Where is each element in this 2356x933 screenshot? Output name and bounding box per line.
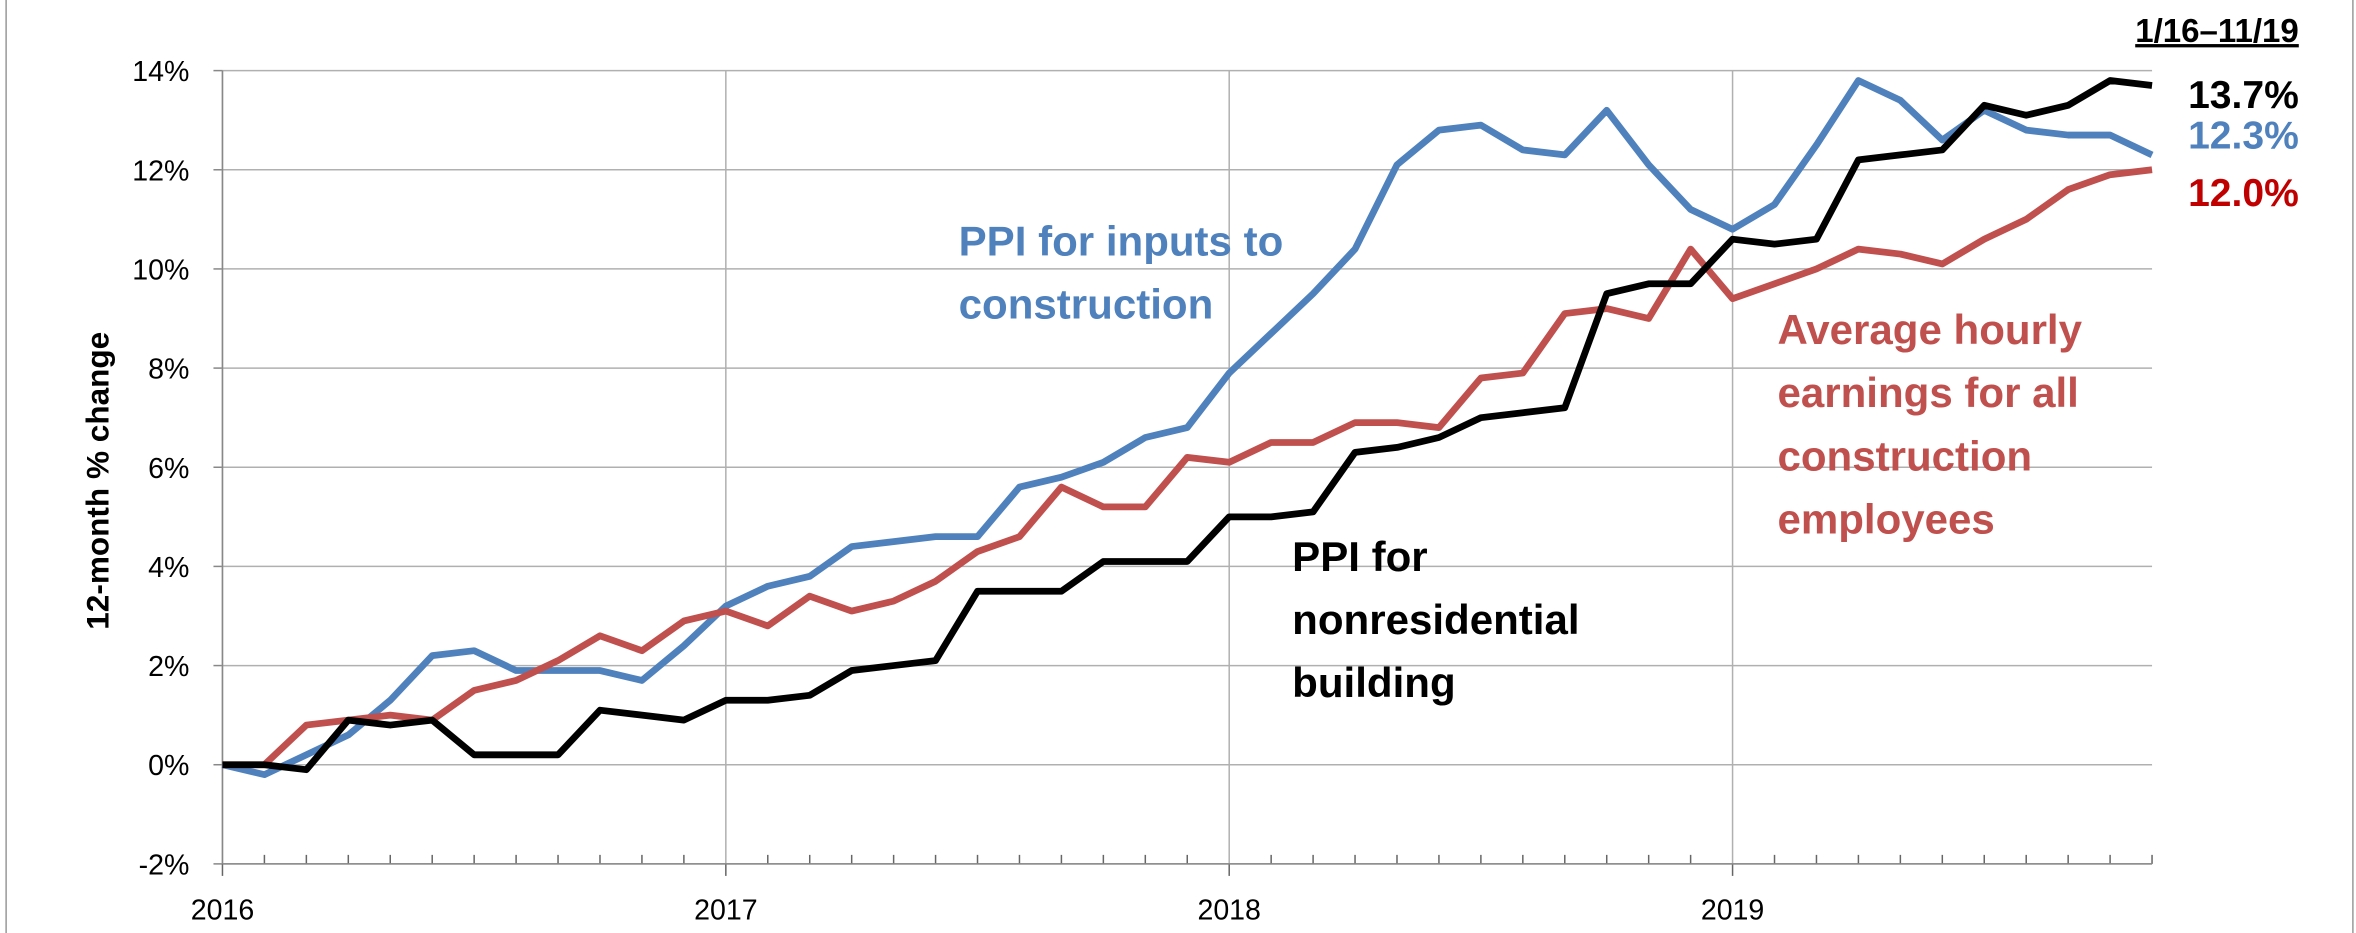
series-label-line: Average hourly (1777, 306, 2082, 353)
annotation: 1/16–11/19 (2135, 13, 2299, 50)
y-axis-label: 12-month % change (79, 332, 115, 630)
series-label: PPI for inputs to construction (959, 217, 1284, 327)
series-label-line: construction (959, 281, 1214, 328)
series-label-line: nonresidential (1292, 596, 1579, 643)
series-line (222, 166, 2153, 769)
y-tick-label: -2% (139, 849, 190, 881)
series-label-line: PPI for inputs to (959, 217, 1284, 264)
y-tick-label: 12% (132, 155, 189, 187)
series-line (221, 77, 2154, 779)
series-label-line: building (1292, 659, 1455, 706)
x-tick-label: 2018 (1197, 894, 1260, 926)
chart-frame (5, 0, 2354, 933)
series-label-line: construction (1777, 432, 2032, 479)
series-label-line: PPI for (1292, 533, 1428, 580)
y-tick-label: 2% (148, 651, 189, 683)
y-tick-label: 0% (148, 750, 189, 782)
y-tick-label: 8% (148, 354, 189, 386)
y-tick-label: 4% (148, 552, 189, 584)
y-tick-label: 10% (132, 254, 189, 286)
series-label-line: employees (1777, 495, 1994, 542)
y-tick-label: 14% (132, 56, 189, 88)
series-label-line: earnings for all (1777, 369, 2078, 416)
x-tick-label: 2016 (191, 894, 254, 926)
series-line (222, 77, 2153, 774)
annotation: 12.3% (2188, 115, 2299, 158)
x-tick-label: 2017 (694, 894, 757, 926)
annotation: 12.0% (2188, 172, 2299, 215)
series-label: PPI for nonresidential building (1292, 533, 1579, 706)
series-label: Average hourly earnings for all constructi… (1777, 306, 2082, 542)
x-tick-label: 2019 (1701, 894, 1764, 926)
annotation: 13.7% (2188, 74, 2299, 117)
y-tick-label: 6% (148, 453, 189, 485)
